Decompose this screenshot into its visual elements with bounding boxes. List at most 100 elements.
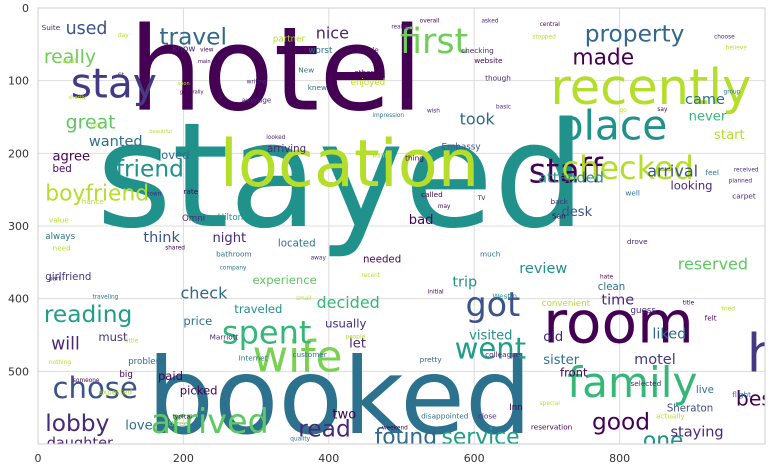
word-reading: reading [44, 301, 133, 328]
word-generally: generally [180, 90, 204, 96]
word-love: love [125, 418, 152, 433]
word-sister: sister [543, 353, 579, 368]
word-partner: partner [273, 34, 306, 44]
word-wanted: wanted [89, 134, 143, 150]
word-weekend: weekend [382, 425, 408, 431]
word-called: called [421, 190, 443, 199]
word-back: back [551, 197, 569, 206]
word-booked: booked [147, 335, 532, 458]
word-agree: agree [53, 150, 91, 165]
word-let: let [349, 336, 366, 351]
word-omni: Omni [182, 214, 205, 224]
word-always: always [45, 232, 75, 242]
word-two: two [332, 408, 356, 423]
word-traveling: traveling [93, 295, 119, 301]
word-looking: looking [670, 179, 712, 193]
word-location: location [220, 126, 479, 202]
word-new: New [298, 66, 314, 75]
word-reservation: reservation [531, 422, 572, 431]
word-knew: knew [308, 83, 327, 92]
word-family: family [567, 358, 697, 407]
y-tick-label: 100 [8, 75, 29, 88]
word-came: came [685, 92, 725, 108]
word-fact: fact [90, 123, 102, 129]
word-overall: overall [420, 19, 440, 25]
word-waited: waited [551, 453, 568, 459]
word-nothing: nothing [49, 360, 71, 366]
x-axis: 0 200 400 600 800 [35, 452, 631, 465]
x-tick-label: 400 [318, 452, 339, 465]
word-made: made [572, 46, 634, 71]
word-never: never [689, 110, 727, 125]
word-reserved: reserved [678, 255, 748, 274]
word-one: one [643, 429, 684, 454]
word-desk: desk [561, 205, 592, 220]
word-company: company [220, 266, 247, 272]
word-night: night [212, 231, 246, 246]
y-tick-label: 500 [8, 365, 29, 378]
word-visit: visit [62, 56, 77, 65]
plot-frame [37, 7, 766, 445]
word-last: last [343, 452, 359, 462]
word-soon: soon [178, 81, 190, 87]
word-tv: TV [477, 196, 486, 202]
word-disappointed: disappointed [421, 412, 468, 421]
word-website: website [474, 56, 503, 65]
word-sheraton: Sheraton [667, 403, 713, 414]
word-really: really [44, 46, 96, 68]
word-paid: paid [158, 369, 183, 383]
word-stayed: stayed [96, 92, 586, 261]
word-big: big [119, 370, 132, 380]
word-old: old [543, 330, 563, 345]
word-special: special [540, 401, 561, 407]
word-trip: trip [452, 274, 477, 290]
x-tick-label: 200 [173, 452, 194, 465]
x-tick-label: 600 [464, 452, 485, 465]
word-friend: friend [116, 156, 184, 183]
word-review: review [519, 261, 567, 277]
word-traveled: traveled [234, 302, 282, 316]
word-horrible: horrible [351, 45, 380, 54]
word-thought: thought [480, 452, 515, 462]
word-need: need [53, 244, 71, 253]
word-bed: bed [53, 164, 72, 175]
word-central: central [540, 22, 561, 28]
word-go: go [620, 108, 628, 114]
word-arrival: arrival [647, 162, 698, 181]
word-recently: recently [551, 58, 752, 116]
word-lobby: lobby [45, 410, 109, 437]
word-impression: impression [372, 113, 404, 119]
word-someone: someone [73, 378, 100, 384]
word-pretty: pretty [420, 355, 443, 364]
word-ended: ended [45, 453, 61, 459]
word-needed: needed [363, 254, 401, 265]
word-town: town [147, 191, 162, 197]
word-stay: stay [71, 59, 157, 107]
word-view: view [200, 48, 214, 54]
word-price: price [183, 314, 212, 328]
word-check: check [180, 284, 228, 303]
word-travel: travel [159, 23, 227, 50]
word-others: others [354, 68, 377, 77]
word-read: read [298, 416, 350, 443]
word-front: front [560, 365, 588, 379]
word-loved: loved [158, 148, 190, 162]
word-three: three [169, 419, 189, 428]
word-main: main [198, 59, 211, 65]
word-bad: bad [409, 213, 434, 228]
word-initial: initial [428, 290, 444, 296]
word-selected: selected [631, 379, 662, 388]
word-guess: guess [631, 306, 657, 316]
word-group: group [724, 90, 741, 96]
word-motel: motel [634, 352, 676, 368]
word-girlfriend: girlfriend [45, 272, 91, 283]
word-internet: Internet [239, 353, 268, 362]
word-usually: usually [325, 317, 366, 331]
word-enjoyed: enjoyed [351, 78, 386, 88]
word-drove: drove [627, 237, 648, 246]
word-embassy: Embassy [441, 143, 480, 153]
word-tried: tried [721, 306, 735, 312]
word-planned: planned [729, 178, 753, 184]
word-must: must [98, 330, 128, 344]
word-westin: Westin [492, 292, 517, 301]
